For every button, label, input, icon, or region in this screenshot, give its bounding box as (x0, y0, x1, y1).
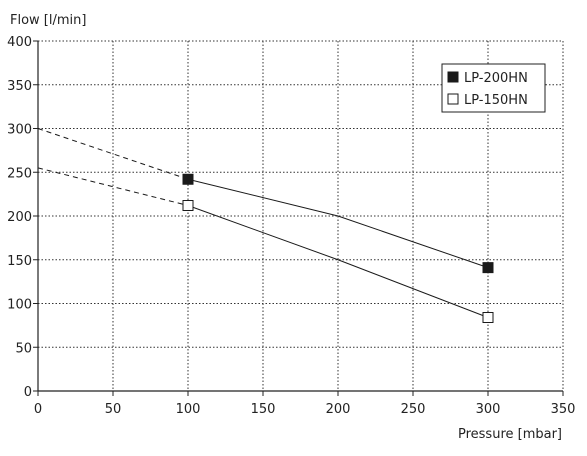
x-axis-title: Pressure [mbar] (458, 427, 562, 442)
x-tick-label: 300 (476, 402, 501, 417)
series-line (187, 205, 489, 318)
x-tick-label: 250 (401, 402, 426, 417)
data-point-marker (482, 262, 494, 274)
y-tick-label: 300 (7, 123, 32, 138)
x-tick-label: 50 (105, 402, 122, 417)
y-tick-label: 350 (7, 79, 32, 94)
x-tick-label: 350 (551, 402, 576, 417)
legend: LP-200HN LP-150HN (441, 63, 546, 113)
x-tick-label: 150 (251, 402, 276, 417)
axes (33, 40, 564, 396)
legend-box (441, 63, 546, 113)
y-tick-label: 0 (24, 385, 32, 400)
y-tick-label: 50 (15, 341, 32, 356)
series-line (187, 178, 489, 269)
data-point-marker (182, 200, 194, 211)
y-tick-label: 100 (7, 298, 32, 313)
legend-marker (447, 93, 459, 105)
series-layer (37, 128, 494, 323)
data-point-marker (182, 173, 194, 185)
series-extrapolation-line (37, 167, 189, 206)
x-tick-label: 0 (34, 402, 42, 417)
legend-label: LP-150HN (464, 93, 528, 108)
y-tick-label: 250 (7, 166, 32, 181)
y-tick-label: 150 (7, 254, 32, 269)
tick-labels: 0 50 100 150 200 250 300 350 0 50 100 150 200 250 300 3… (7, 35, 575, 417)
x-tick-label: 200 (326, 402, 351, 417)
legend-marker (447, 71, 459, 83)
x-tick-label: 100 (176, 402, 201, 417)
y-axis-title: Flow [l/min] (10, 13, 86, 28)
data-point-marker (482, 312, 494, 323)
y-tick-label: 200 (7, 210, 32, 225)
y-tick-label: 400 (7, 35, 32, 50)
legend-label: LP-200HN (464, 71, 528, 86)
